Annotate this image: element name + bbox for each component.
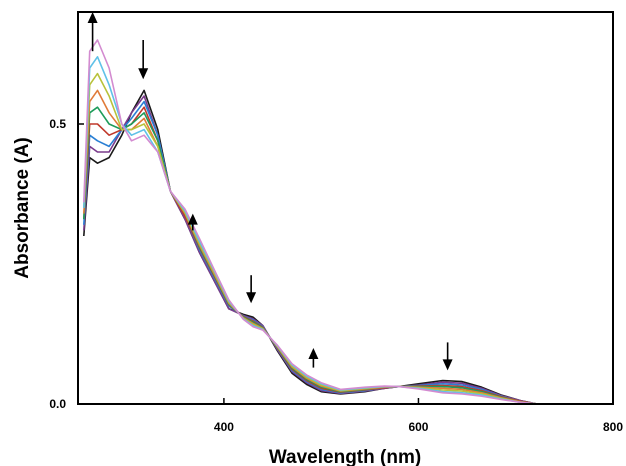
spectrum-series-group [83,39,538,404]
y-axis-title: Absorbance (A) [12,137,33,278]
x-tick-label: 800 [603,420,623,434]
y-tick-label: 0.0 [49,397,66,411]
spectrum-line-4 [83,106,538,404]
arrow-up-icon [187,213,198,225]
plot-frame [77,11,614,405]
spectrum-line-2 [83,95,538,404]
spectrum-line-8 [83,56,538,404]
trend-arrows [87,12,453,371]
x-axis-title: Wavelength (nm) [269,447,421,466]
arrow-down-icon [442,359,453,371]
x-tick-label: 600 [408,420,428,434]
axis-ticks: 400 600 800 0.0 0.5 [49,117,623,434]
arrow-down-icon [138,68,149,80]
spectrum-line-7 [83,72,538,404]
x-tick-label: 400 [214,420,234,434]
y-tick-label: 0.5 [49,117,66,131]
arrow-up-icon [308,348,319,359]
arrow-down-icon [246,292,257,304]
spectrum-line-5 [83,106,538,404]
spectrum-line-9 [83,39,538,404]
arrow-up-icon [87,12,98,23]
